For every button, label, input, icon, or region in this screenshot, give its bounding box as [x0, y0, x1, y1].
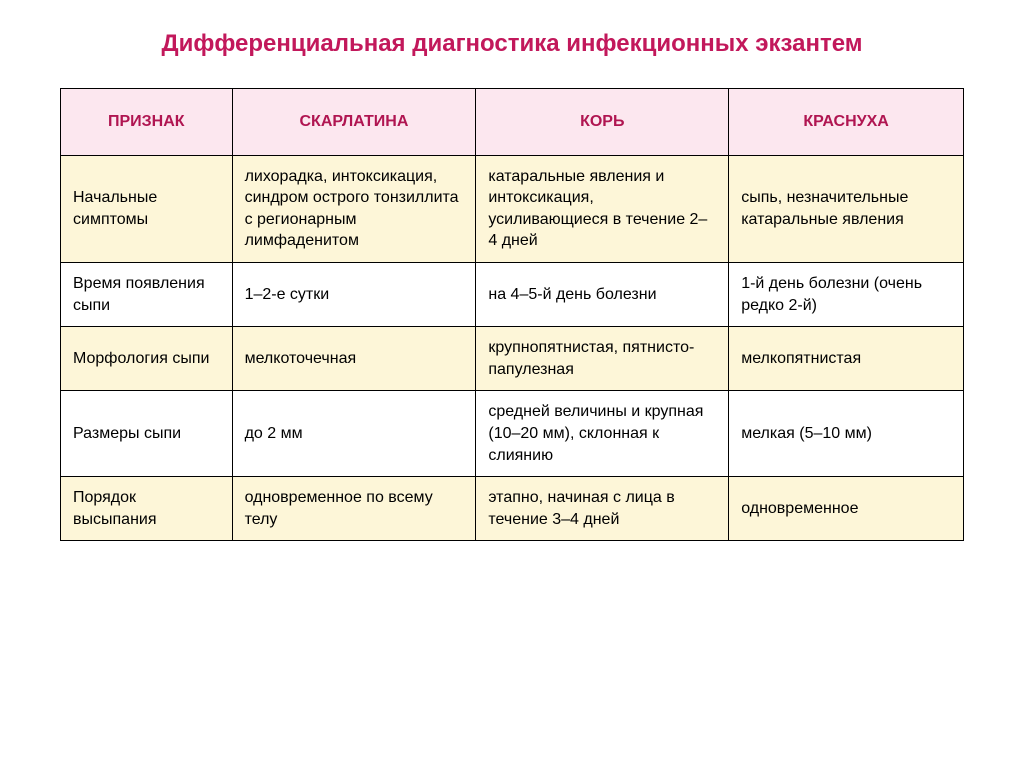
table-row: Время появления сыпи1–2-е суткина 4–5-й …	[61, 262, 964, 326]
table-cell: Начальные симптомы	[61, 155, 233, 262]
table-row: Начальные симптомылихорадка, интоксикаци…	[61, 155, 964, 262]
table-row: Порядок высыпанияодновременное по всему …	[61, 477, 964, 541]
col-header-0: ПРИЗНАК	[61, 89, 233, 156]
page-title: Дифференциальная диагностика инфекционны…	[60, 30, 964, 58]
table-row: Размеры сыпидо 2 ммсредней величины и кр…	[61, 391, 964, 477]
table-cell: одновременное	[729, 477, 964, 541]
table-cell: до 2 мм	[232, 391, 476, 477]
table-body: Начальные симптомылихорадка, интоксикаци…	[61, 155, 964, 541]
table-cell: средней величины и крупная (10–20 мм), с…	[476, 391, 729, 477]
col-header-3: КРАСНУХА	[729, 89, 964, 156]
table-cell: Порядок высыпания	[61, 477, 233, 541]
table-cell: одновременное по всему телу	[232, 477, 476, 541]
table-cell: Размеры сыпи	[61, 391, 233, 477]
table-row: Морфология сыпимелкоточечнаякрупнопятнис…	[61, 327, 964, 391]
table-header-row: ПРИЗНАК СКАРЛАТИНА КОРЬ КРАСНУХА	[61, 89, 964, 156]
table-cell: мелкопятнистая	[729, 327, 964, 391]
table-cell: 1-й день болезни (очень редко 2-й)	[729, 262, 964, 326]
table-cell: катаральные явления и интоксикация, усил…	[476, 155, 729, 262]
col-header-1: СКАРЛАТИНА	[232, 89, 476, 156]
table-cell: сыпь, незначительные катаральные явления	[729, 155, 964, 262]
table-cell: на 4–5-й день болезни	[476, 262, 729, 326]
table-cell: этапно, начиная с лица в течение 3–4 дне…	[476, 477, 729, 541]
table-cell: Морфология сыпи	[61, 327, 233, 391]
diagnosis-table: ПРИЗНАК СКАРЛАТИНА КОРЬ КРАСНУХА Начальн…	[60, 88, 964, 541]
table-cell: мелкоточечная	[232, 327, 476, 391]
col-header-2: КОРЬ	[476, 89, 729, 156]
table-cell: лихорадка, интоксикация, синдром острого…	[232, 155, 476, 262]
table-cell: 1–2-е сутки	[232, 262, 476, 326]
table-cell: Время появления сыпи	[61, 262, 233, 326]
table-cell: крупнопятнистая, пятнисто-папулезная	[476, 327, 729, 391]
table-cell: мелкая (5–10 мм)	[729, 391, 964, 477]
